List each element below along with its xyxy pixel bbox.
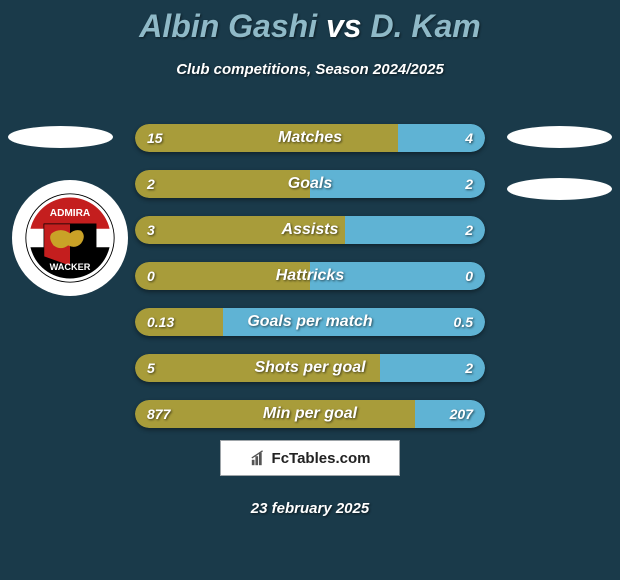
stat-row: 877207Min per goal [135, 400, 485, 428]
vs-text: vs [326, 8, 362, 44]
stat-label: Goals per match [135, 308, 485, 336]
player1-placeholder-ellipse [8, 126, 113, 148]
club-badge: ADMIRA WACKER [12, 180, 128, 296]
brand-text: FcTables.com [272, 450, 371, 467]
stat-row: 00Hattricks [135, 262, 485, 290]
stat-row: 52Shots per goal [135, 354, 485, 382]
fctables-logo-icon [250, 449, 268, 467]
svg-text:WACKER: WACKER [50, 262, 91, 272]
stat-row: 22Goals [135, 170, 485, 198]
stat-row: 32Assists [135, 216, 485, 244]
stat-label: Matches [135, 124, 485, 152]
stat-label: Assists [135, 216, 485, 244]
brand-box: FcTables.com [220, 440, 400, 476]
subtitle-text: Club competitions, Season 2024/2025 [0, 61, 620, 78]
stat-label: Min per goal [135, 400, 485, 428]
admira-wacker-crest-icon: ADMIRA WACKER [24, 192, 116, 284]
player2-placeholder-ellipse-1 [507, 126, 612, 148]
svg-text:ADMIRA: ADMIRA [50, 208, 91, 219]
stats-container: 154Matches 22Goals 32Assists 00Hattricks 0.1… [135, 124, 485, 446]
stat-row: 154Matches [135, 124, 485, 152]
date-text: 23 february 2025 [0, 500, 620, 517]
player2-name: D. Kam [370, 8, 480, 44]
player2-placeholder-ellipse-2 [507, 178, 612, 200]
stat-label: Shots per goal [135, 354, 485, 382]
comparison-title: Albin Gashi vs D. Kam [0, 0, 620, 45]
stat-label: Goals [135, 170, 485, 198]
player1-name: Albin Gashi [139, 8, 317, 44]
stat-label: Hattricks [135, 262, 485, 290]
stat-row: 0.130.5Goals per match [135, 308, 485, 336]
